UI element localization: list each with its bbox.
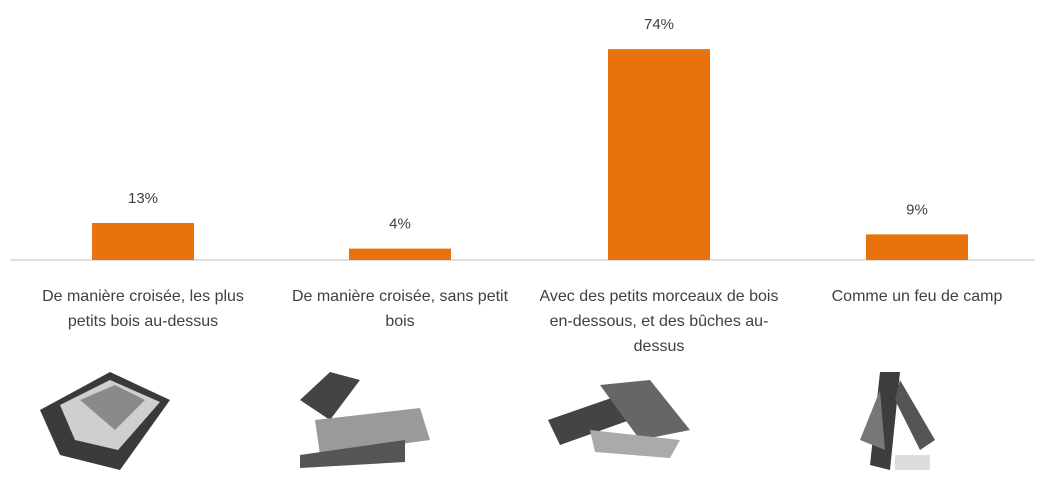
illustration — [860, 372, 935, 470]
category-label: Comme un feu de camp — [831, 288, 1003, 305]
bar — [349, 248, 451, 260]
category-label: De manière croisée, les plus petits bois… — [42, 288, 244, 330]
category-label: Avec des petits morceaux de bois en-dess… — [539, 288, 779, 355]
illustration — [300, 372, 430, 468]
illustration — [548, 380, 690, 458]
value-label: 74% — [644, 16, 674, 33]
category-label: De manière croisée, sans petit bois — [291, 288, 509, 330]
bar — [608, 49, 710, 260]
value-label: 9% — [906, 201, 928, 218]
bar — [92, 222, 194, 260]
value-label: 4% — [389, 216, 411, 233]
bar — [866, 234, 968, 260]
illustration — [40, 372, 170, 470]
value-label: 13% — [128, 190, 158, 207]
